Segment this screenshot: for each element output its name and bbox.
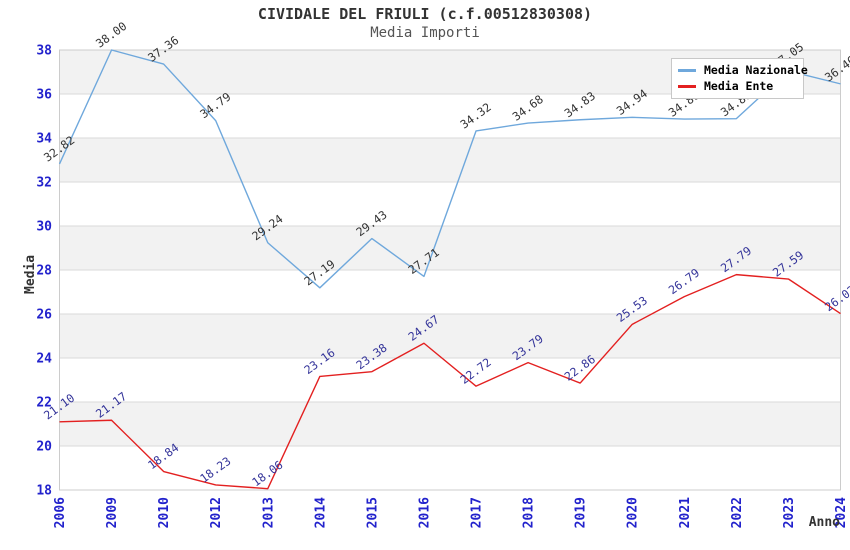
plot-band — [59, 226, 841, 270]
plot-band — [59, 94, 841, 138]
legend-label: Media Ente — [704, 79, 774, 93]
y-tick-label: 32 — [36, 176, 52, 191]
chart-subtitle: Media Importi — [370, 25, 480, 41]
x-tick-label: 2018 — [522, 497, 537, 528]
y-tick-label: 28 — [36, 264, 52, 279]
point-value-label: 38.00 — [93, 19, 129, 51]
x-tick-label: 2021 — [678, 497, 693, 528]
y-tick-label: 38 — [36, 44, 52, 59]
series-line-media-ente — [59, 273, 841, 490]
plot-band — [59, 446, 841, 490]
x-axis-title: Anno — [808, 515, 840, 530]
x-tick-label: 2006 — [53, 497, 68, 528]
plot-band — [59, 314, 841, 358]
x-tick-label: 2020 — [626, 497, 641, 528]
x-tick-label: 2009 — [105, 497, 120, 528]
x-tick-label: 2015 — [365, 497, 380, 528]
x-tick-label: 2023 — [782, 497, 797, 528]
x-tick-label: 2013 — [261, 497, 276, 528]
y-tick-label: 26 — [36, 308, 52, 323]
y-axis-title: Media — [23, 254, 38, 294]
x-tick-label: 2012 — [209, 497, 224, 528]
y-tick-label: 20 — [36, 440, 52, 455]
x-tick-label: 2022 — [730, 497, 745, 528]
plot-border — [59, 49, 841, 491]
chart-title: CIVIDALE DEL FRIULI (c.f.00512830308) — [257, 5, 593, 23]
y-tick-label: 22 — [36, 396, 52, 411]
legend-label: Media Nazionale — [704, 63, 808, 77]
legend-line-swatch-ente — [678, 84, 696, 88]
x-tick-label: 2014 — [313, 497, 328, 528]
legend-line-swatch-nazionale — [678, 68, 696, 72]
series-line-media-nazionale — [58, 49, 841, 289]
y-tick-label: 24 — [36, 352, 52, 367]
x-tick-label: 2019 — [574, 497, 589, 528]
y-tick-label: 34 — [36, 132, 52, 147]
x-tick-label: 2017 — [470, 497, 485, 528]
x-tick-label: 2016 — [417, 497, 432, 528]
legend-item-media-nazionale[interactable]: Media Nazionale — [678, 62, 808, 78]
x-tick-label: 2010 — [157, 497, 172, 528]
plot-band — [59, 270, 841, 314]
y-tick-label: 18 — [36, 484, 52, 499]
legend-item-media-ente[interactable]: Media Ente — [678, 78, 803, 94]
plot-band — [59, 138, 841, 182]
chart-legend: Media Nazionale Media Ente — [671, 58, 808, 99]
y-tick-label: 36 — [36, 88, 52, 103]
plot-band — [59, 402, 841, 446]
x-tick-label: 2024 — [834, 497, 849, 528]
y-tick-label: 30 — [36, 220, 52, 235]
